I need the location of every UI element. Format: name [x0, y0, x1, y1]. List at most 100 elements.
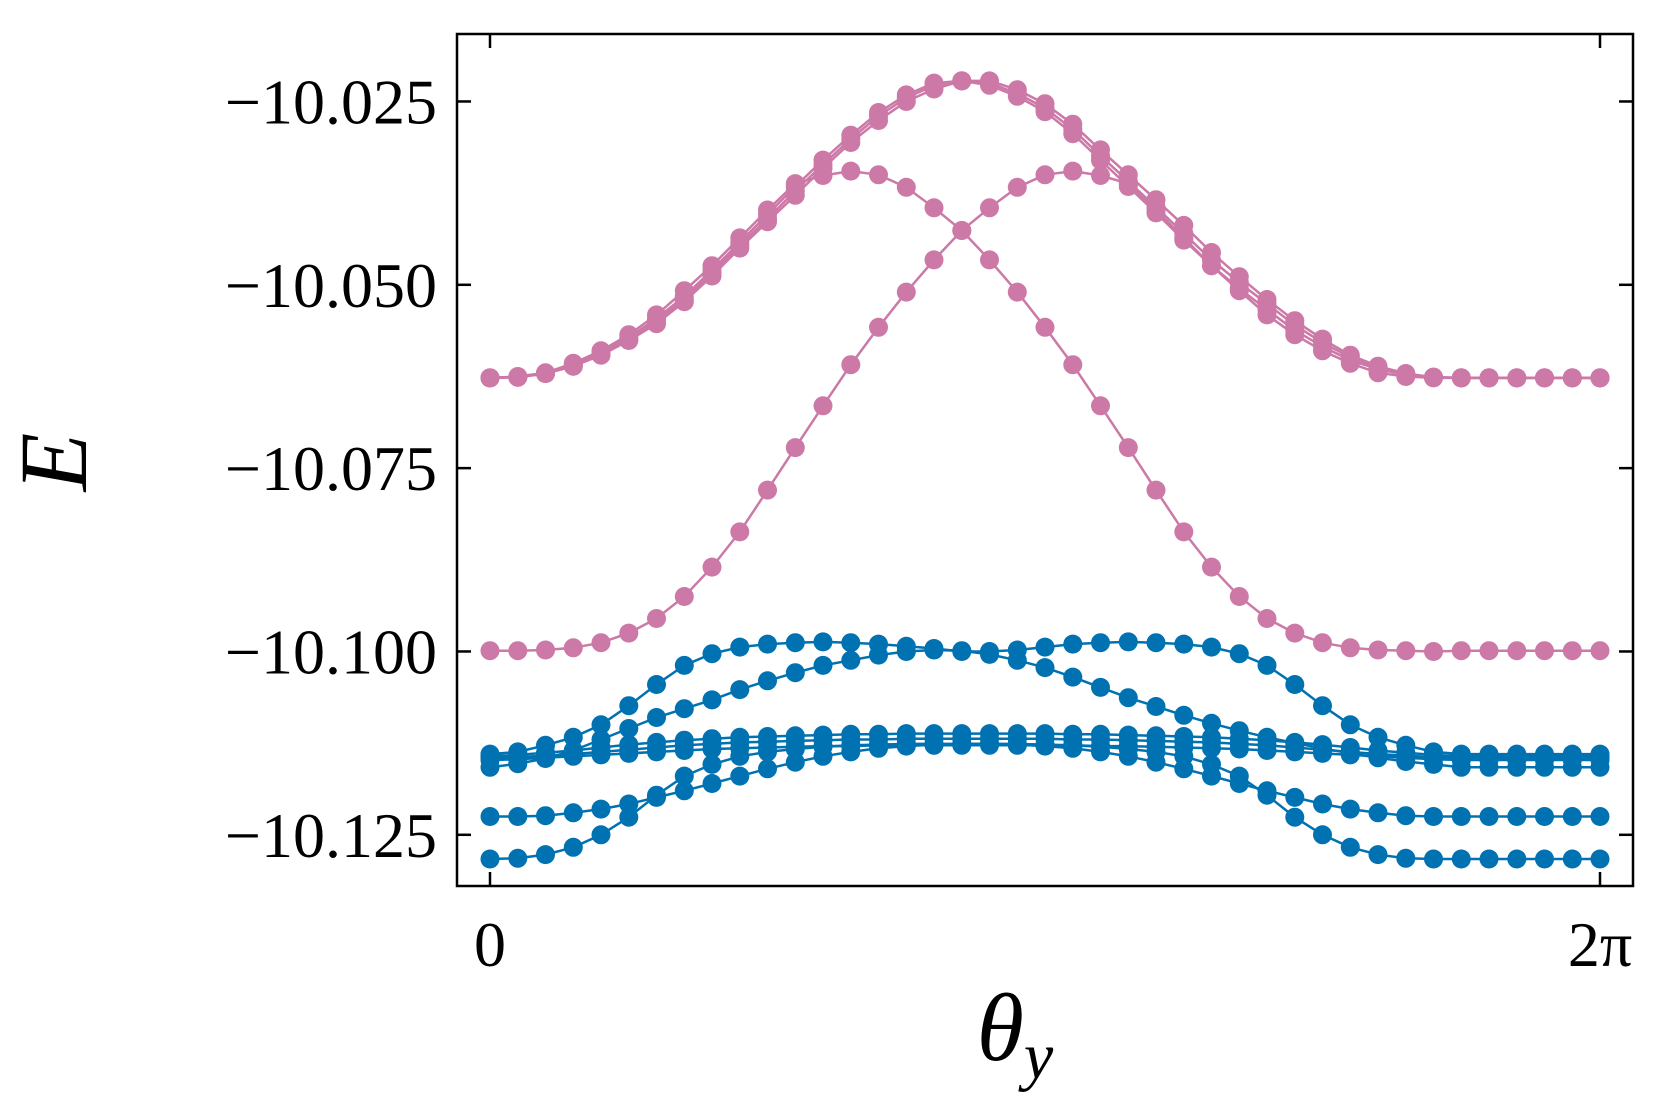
data-point	[1035, 637, 1055, 657]
x-axis-label-main: θ	[977, 974, 1024, 1081]
data-point	[758, 480, 777, 500]
data-point	[619, 623, 639, 643]
data-point	[1174, 522, 1194, 542]
data-point	[952, 221, 972, 240]
x-tick-label: 0	[474, 909, 506, 980]
data-point	[1424, 849, 1443, 869]
data-point	[1313, 825, 1332, 845]
data-point	[702, 644, 722, 664]
data-point	[1063, 634, 1083, 654]
data-point	[674, 766, 694, 786]
data-point	[536, 845, 555, 865]
data-point	[1174, 228, 1194, 248]
data-point	[1562, 807, 1582, 826]
data-point	[1007, 282, 1027, 302]
data-point	[896, 177, 916, 197]
data-point	[563, 803, 583, 823]
data-point	[702, 774, 722, 793]
data-point	[1396, 748, 1416, 768]
data-point	[758, 634, 777, 654]
y-tick-label: −10.025	[225, 66, 437, 137]
data-point	[1229, 766, 1249, 786]
data-point	[1368, 727, 1388, 747]
data-point	[1257, 785, 1277, 805]
data-point	[536, 806, 555, 826]
data-point	[841, 355, 861, 375]
data-point	[1590, 368, 1610, 388]
data-point	[1063, 667, 1083, 687]
data-point	[1340, 745, 1360, 765]
data-point	[1479, 368, 1499, 388]
data-point	[508, 367, 528, 386]
data-point	[1368, 746, 1388, 766]
data-point	[1507, 641, 1527, 661]
data-point	[1229, 587, 1249, 606]
data-point	[1340, 715, 1360, 735]
data-point	[1063, 124, 1083, 144]
data-point	[841, 633, 861, 653]
y-tick-label: −10.075	[225, 433, 437, 504]
data-point	[813, 396, 833, 416]
data-point	[1479, 641, 1499, 661]
data-point	[1257, 609, 1277, 628]
data-point	[563, 638, 583, 658]
data-point	[1091, 150, 1110, 170]
data-point	[563, 837, 583, 857]
data-point	[1313, 794, 1332, 814]
data-point	[1091, 737, 1110, 757]
data-point	[841, 735, 861, 755]
data-point	[1035, 317, 1055, 337]
data-point	[1007, 86, 1027, 106]
data-point	[924, 198, 944, 218]
data-point	[841, 125, 861, 145]
data-point	[813, 150, 833, 170]
data-point	[980, 75, 999, 95]
data-point	[869, 645, 888, 665]
data-point	[1202, 256, 1221, 276]
data-point	[1479, 750, 1499, 770]
data-point	[647, 742, 666, 762]
data-point	[619, 696, 639, 716]
data-point	[1257, 305, 1277, 325]
data-point	[1562, 641, 1582, 661]
data-point	[508, 848, 528, 868]
data-point	[480, 368, 500, 388]
tick-layer	[457, 34, 1633, 886]
data-point	[1451, 750, 1471, 770]
data-point	[1118, 688, 1138, 708]
data-point	[841, 161, 861, 181]
data-point	[952, 71, 972, 91]
data-point	[1451, 368, 1471, 388]
data-point	[480, 849, 500, 869]
data-point	[1535, 368, 1554, 388]
data-point	[1091, 396, 1110, 416]
y-tick-labels: −10.025 −10.050 −10.075 −10.100 −10.125	[225, 66, 437, 870]
x-axis-label-subscript: y	[1018, 1020, 1054, 1093]
data-point	[1313, 341, 1332, 361]
data-point	[869, 103, 888, 122]
data-point	[869, 317, 888, 337]
data-point	[1007, 734, 1027, 754]
data-point	[1035, 735, 1055, 755]
data-point	[591, 799, 611, 819]
data-point	[1118, 174, 1138, 194]
data-point	[1174, 705, 1194, 725]
data-point	[730, 228, 750, 248]
data-point	[480, 750, 500, 770]
data-point	[1313, 743, 1332, 763]
data-point	[480, 641, 500, 661]
data-point	[702, 256, 722, 276]
data-point	[758, 759, 777, 779]
data-point	[1535, 807, 1554, 826]
data-point	[952, 641, 972, 661]
data-point	[591, 745, 611, 765]
data-point	[1257, 655, 1277, 675]
data-point	[730, 680, 750, 700]
data-point	[1562, 368, 1582, 388]
data-point	[785, 174, 805, 194]
data-point	[674, 655, 694, 675]
data-point	[1285, 623, 1305, 643]
y-tick-label: −10.050	[225, 250, 437, 321]
data-point	[730, 637, 750, 657]
